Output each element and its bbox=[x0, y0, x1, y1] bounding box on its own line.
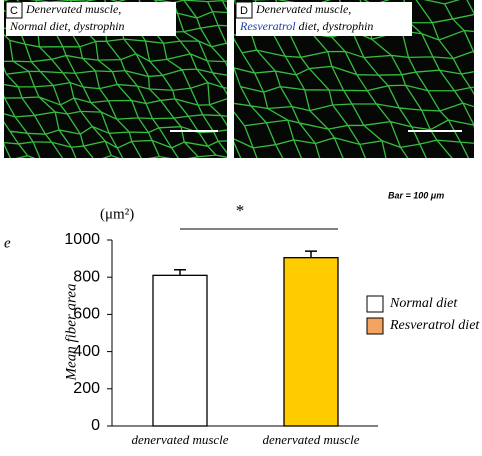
legend-swatch bbox=[366, 295, 384, 313]
label-rest: diet, dystrophin bbox=[299, 19, 374, 33]
panel-label: Denervated muscle, bbox=[25, 2, 121, 16]
y-tick-label: 200 bbox=[73, 380, 100, 397]
letter-box bbox=[5, 1, 23, 19]
y-tick-label: 400 bbox=[73, 343, 100, 360]
legend-label: Resveratrol diet bbox=[389, 318, 480, 333]
bar bbox=[283, 257, 339, 427]
panel-label: Denervated muscle, bbox=[255, 2, 351, 16]
label-box bbox=[236, 2, 412, 36]
legend-label: Normal diet bbox=[389, 296, 458, 311]
panel-letter: e bbox=[4, 235, 11, 251]
bar bbox=[152, 274, 208, 427]
panel-letter: D bbox=[240, 5, 248, 17]
y-axis-label: Mean fiber area bbox=[63, 284, 79, 382]
panel-label: Resveratrol diet, dystrophin bbox=[239, 19, 373, 33]
y-tick-label: 800 bbox=[73, 268, 100, 285]
x-tick-label: denervated muscle bbox=[262, 432, 359, 447]
legend-swatch bbox=[366, 317, 384, 335]
x-tick-label: denervated muscle bbox=[131, 432, 228, 447]
significance: * bbox=[236, 201, 245, 220]
panel-letter: C bbox=[10, 5, 18, 17]
y-tick-label: 600 bbox=[73, 306, 100, 323]
highlight: Resveratrol bbox=[239, 19, 296, 33]
y-tick-label: 1000 bbox=[64, 231, 100, 248]
y-tick-label: 0 bbox=[91, 417, 100, 434]
letter-box bbox=[235, 1, 253, 19]
label-box bbox=[6, 2, 176, 36]
unit-label: (μm²) bbox=[100, 206, 134, 222]
scale-note: Bar = 100 μm bbox=[388, 190, 444, 200]
chart: 0 200 400 600 800 1000 denervated muscle denerv… bbox=[64, 231, 480, 447]
panel-label: Normal diet, dystrophin bbox=[9, 19, 125, 33]
